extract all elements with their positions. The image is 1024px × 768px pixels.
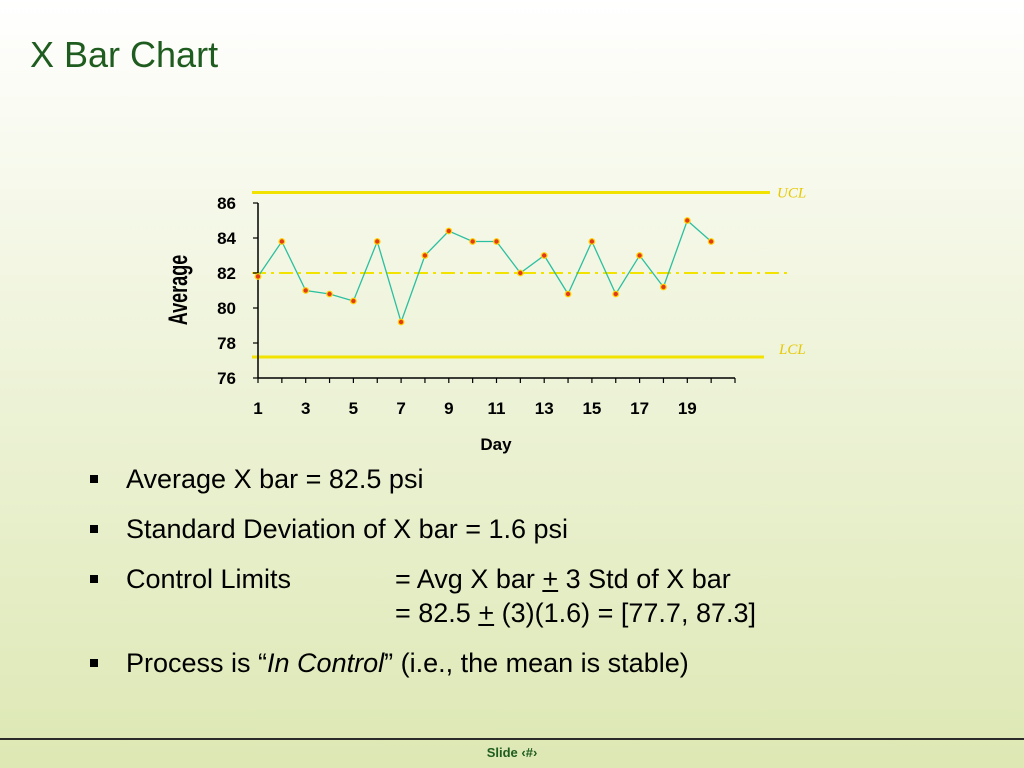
in-control-a: Process is “ <box>126 648 268 678</box>
plus-minus-2: + <box>478 598 495 628</box>
ucl-label: UCL <box>777 186 806 202</box>
x-tick-label: 19 <box>678 399 697 418</box>
data-point <box>493 238 500 245</box>
cl1-a: = Avg X bar <box>395 564 543 594</box>
x-tick-label: 7 <box>396 399 405 418</box>
data-point <box>612 290 620 298</box>
x-tick-label: 17 <box>630 399 649 418</box>
y-tick-label: 76 <box>217 369 236 388</box>
in-control-italic: In Control <box>267 648 385 678</box>
data-point <box>373 238 381 245</box>
x-axis-label: Day <box>480 435 512 454</box>
lcl-label: LCL <box>778 342 806 358</box>
data-point <box>564 290 572 298</box>
cl1-b: 3 Std of X bar <box>558 564 731 594</box>
series-line <box>254 217 715 326</box>
slide-number: Slide ‹#› <box>486 745 538 760</box>
bullet-average-text: Average X bar = 82.5 psi <box>126 464 424 494</box>
control-limits-line-2: = 82.5 + (3)(1.6) = [77.7, 87.3] <box>395 598 756 628</box>
data-point <box>326 290 333 298</box>
data-point <box>660 283 667 291</box>
y-tick-label: 80 <box>217 299 236 318</box>
data-point <box>421 252 429 259</box>
data-point <box>540 252 548 259</box>
y-tick-label: 82 <box>217 264 236 283</box>
data-point <box>302 287 310 294</box>
bullet-std-dev-text: Standard Deviation of X bar = 1.6 psi <box>126 514 569 544</box>
bullet-in-control: Process is “In Control” (i.e., the mean … <box>88 646 756 680</box>
bullet-std-dev: Standard Deviation of X bar = 1.6 psi <box>88 512 756 546</box>
data-point <box>516 269 524 277</box>
footer-divider <box>0 738 1024 740</box>
data-point <box>254 273 262 280</box>
data-point <box>469 238 477 245</box>
x-tick-label: 9 <box>444 399 453 418</box>
bullet-control-limits: Control Limits = Avg X bar + 3 Std of X … <box>88 562 756 630</box>
y-tick-label: 86 <box>217 194 236 213</box>
x-tick-label: 13 <box>535 399 554 418</box>
bullet-list: Average X bar = 82.5 psi Standard Deviat… <box>88 462 756 696</box>
bullet-average: Average X bar = 82.5 psi <box>88 462 756 496</box>
plus-minus-1: + <box>542 564 559 594</box>
y-tick-label: 78 <box>217 334 236 353</box>
data-point <box>636 252 643 259</box>
control-limits <box>252 191 790 359</box>
in-control-b: ” (i.e., the mean is stable) <box>384 648 689 678</box>
data-point <box>350 297 357 305</box>
y-tick-label: 84 <box>217 229 236 248</box>
data-point <box>588 238 596 245</box>
series-polyline <box>257 219 712 325</box>
x-tick-label: 15 <box>582 399 601 418</box>
cl2-b: (3)(1.6) = [77.7, 87.3] <box>494 598 757 628</box>
x-tick-label: 3 <box>301 399 310 418</box>
control-limits-label: Control Limits <box>126 564 292 594</box>
y-axis-label: Average <box>164 255 193 325</box>
cl2-a: = 82.5 <box>395 598 479 628</box>
data-point <box>683 217 691 224</box>
control-limits-line-1: = Avg X bar + 3 Std of X bar <box>395 564 731 594</box>
slide-title: X Bar Chart <box>30 34 219 75</box>
data-point <box>397 318 405 326</box>
data-point <box>445 227 453 235</box>
data-point <box>278 238 286 245</box>
chart-axes <box>253 202 736 383</box>
data-point <box>707 238 715 245</box>
x-tick-label: 5 <box>349 399 358 418</box>
x-tick-label: 1 <box>253 399 262 418</box>
x-tick-label: 11 <box>488 399 506 418</box>
